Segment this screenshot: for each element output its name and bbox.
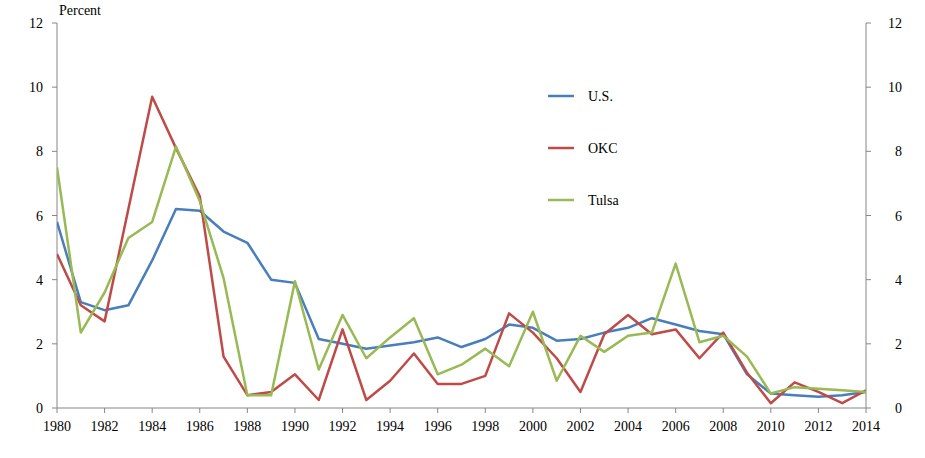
x-tick-label: 2000 — [519, 419, 547, 434]
x-tick — [104, 408, 105, 413]
x-tick-label: 1998 — [471, 419, 499, 434]
x-tick — [580, 408, 581, 413]
x-tick-label: 1996 — [424, 419, 452, 434]
x-tick — [294, 408, 295, 413]
x-tick-label: 1992 — [329, 419, 357, 434]
y-tick-label: 4 — [36, 273, 43, 288]
legend-label: OKC — [588, 141, 618, 156]
x-tick-label: 1986 — [186, 419, 214, 434]
x-tick — [152, 408, 153, 413]
x-tick-label: 1984 — [138, 419, 166, 434]
x-tick-label: 1988 — [233, 419, 261, 434]
y-tick — [52, 151, 57, 152]
y-tick — [52, 87, 57, 88]
x-tick — [247, 408, 248, 413]
x-tick — [342, 408, 343, 413]
x-tick-label: 1990 — [281, 419, 309, 434]
y2-tick-label: 10 — [888, 80, 902, 95]
x-tick — [866, 408, 867, 413]
y-tick — [52, 23, 57, 24]
y2-tick — [866, 23, 871, 24]
x-tick-label: 2002 — [566, 419, 594, 434]
x-tick-label: 1980 — [43, 419, 71, 434]
y2-tick-label: 6 — [895, 209, 902, 224]
x-tick — [532, 408, 533, 413]
y-tick-label: 8 — [36, 144, 43, 159]
chart: 0 2 4 6 8 10 12 0 2 4 6 8 10 12 1980 1982 1984 1986 1988 19… — [0, 0, 925, 458]
x-tick — [57, 408, 58, 413]
y2-tick — [866, 215, 871, 216]
y-tick-label: 6 — [36, 209, 43, 224]
x-tick-label: 2014 — [852, 419, 880, 434]
legend-label: U.S. — [588, 89, 613, 104]
y-tick — [52, 408, 57, 409]
y-axis-label: Percent — [59, 3, 101, 18]
x-tick — [437, 408, 438, 413]
x-tick-label: 2006 — [662, 419, 690, 434]
x-tick — [770, 408, 771, 413]
y2-tick — [866, 343, 871, 344]
x-tick — [390, 408, 391, 413]
legend-swatch — [548, 95, 574, 98]
x-tick-label: 2004 — [614, 419, 642, 434]
legend-swatch — [548, 199, 574, 202]
x-tick-label: 2008 — [709, 419, 737, 434]
x-tick — [485, 408, 486, 413]
series-line — [57, 97, 866, 403]
x-tick-label: 1994 — [376, 419, 404, 434]
y2-tick-label: 12 — [888, 16, 902, 31]
x-tick — [628, 408, 629, 413]
y-tick — [52, 215, 57, 216]
x-tick-label: 2012 — [804, 419, 832, 434]
x-axis — [57, 408, 866, 409]
legend-label: Tulsa — [588, 193, 619, 208]
plot-area — [57, 97, 866, 403]
series-line — [57, 147, 866, 396]
y-tick — [52, 343, 57, 344]
y2-tick — [866, 151, 871, 152]
y-tick-label: 12 — [29, 16, 43, 31]
y2-tick — [866, 279, 871, 280]
y2-tick-label: 0 — [895, 401, 902, 416]
x-tick — [818, 408, 819, 413]
x-tick — [199, 408, 200, 413]
x-tick-label: 1982 — [91, 419, 119, 434]
y2-tick-label: 2 — [895, 337, 902, 352]
y-tick-label: 0 — [36, 401, 43, 416]
y2-tick — [866, 87, 871, 88]
x-tick — [675, 408, 676, 413]
x-tick-label: 2010 — [757, 419, 785, 434]
x-tick — [723, 408, 724, 413]
y2-tick — [866, 408, 871, 409]
y-tick-label: 10 — [29, 80, 43, 95]
y-tick — [52, 279, 57, 280]
legend-swatch — [548, 147, 574, 150]
y-tick-label: 2 — [36, 337, 43, 352]
y2-tick-label: 4 — [895, 273, 902, 288]
y2-tick-label: 8 — [895, 144, 902, 159]
